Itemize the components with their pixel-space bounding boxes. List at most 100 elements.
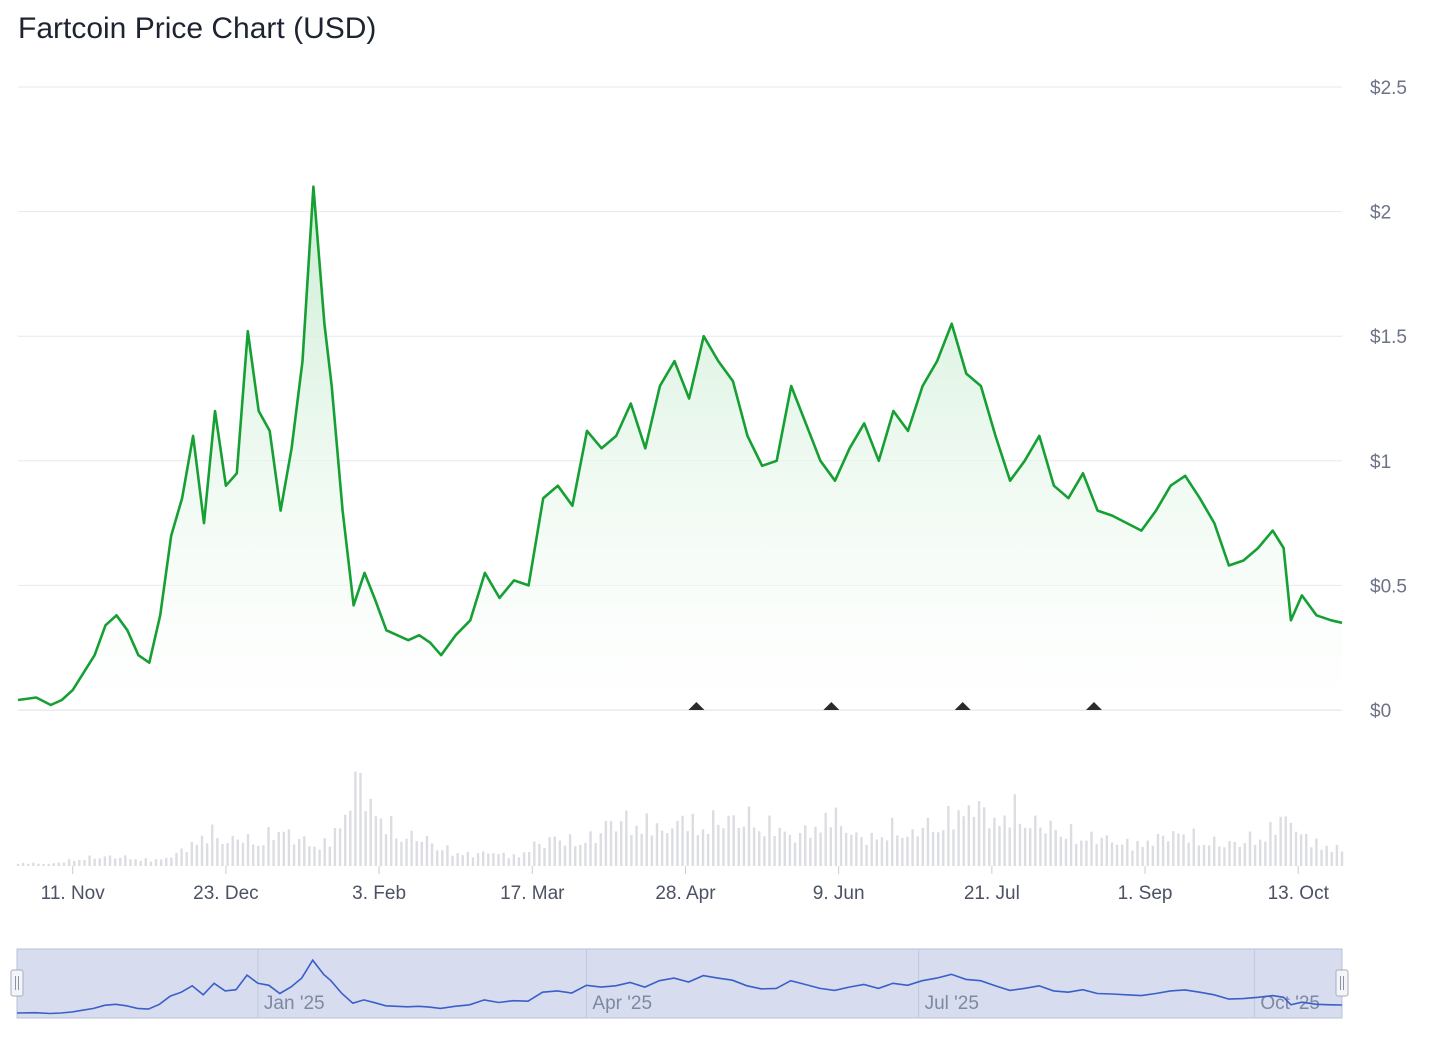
volume-bar (165, 857, 168, 866)
volume-bar (93, 858, 96, 866)
volume-bar (1161, 835, 1165, 866)
navigator-right-handle[interactable] (1335, 969, 1349, 997)
volume-bar (1141, 847, 1144, 866)
event-markers[interactable] (688, 702, 1102, 710)
volume-bar (860, 837, 863, 866)
volume-bar (430, 843, 434, 866)
volume-bar (517, 857, 521, 866)
volume-bar (98, 858, 101, 866)
volume-bar (272, 839, 275, 866)
volume-bar (231, 835, 234, 866)
volume-bar (1192, 828, 1195, 866)
volume-bar (400, 841, 403, 866)
y-tick-label: $0 (1370, 701, 1391, 722)
volume-bar (942, 830, 945, 866)
volume-bar (1090, 831, 1093, 866)
volume-bar (1008, 827, 1011, 866)
volume-bar (1202, 845, 1206, 866)
volume-bar (1238, 847, 1241, 866)
volume-bar (308, 846, 311, 866)
volume-bar (982, 807, 986, 866)
volume-bar (37, 863, 40, 866)
volume-bar (742, 826, 746, 866)
volume-bar (630, 835, 633, 866)
volume-bar (262, 845, 265, 866)
handle-grip (1335, 969, 1349, 997)
volume-bar (635, 825, 638, 866)
volume-bar (563, 845, 567, 866)
volume-bar (650, 835, 654, 866)
x-tick-label: 28. Apr (655, 883, 716, 904)
volume-bar (359, 772, 362, 866)
volume-bar (1279, 816, 1282, 866)
volume-bar (1115, 844, 1119, 866)
volume-bar (1110, 842, 1114, 866)
volume-bar (246, 834, 250, 866)
volume-bar (972, 816, 976, 866)
volume-bar (1034, 815, 1037, 866)
volume-bar (962, 816, 965, 866)
volume-bar (471, 857, 475, 866)
x-tick-label: 1. Sep (1118, 883, 1173, 904)
volume-bar (793, 842, 797, 866)
volume-bar (691, 813, 694, 866)
volume-bar (527, 851, 531, 866)
volume-bar (614, 831, 618, 866)
volume-bar (211, 824, 214, 866)
volume-bar (149, 861, 153, 866)
y-tick-label: $2.5 (1370, 78, 1407, 99)
volume-bar (1228, 841, 1231, 866)
volume-bar (451, 855, 454, 866)
range-navigator[interactable]: Jan '25 Apr '25 Jul '25 Oct '25 (10, 948, 1349, 1019)
volume-bar (998, 826, 1001, 866)
volume-bar (798, 833, 802, 866)
volume-bar (778, 827, 781, 866)
volume-bar (1105, 835, 1109, 866)
volume-bar (487, 853, 490, 866)
volume-bar (190, 842, 194, 866)
volume-bar (236, 839, 240, 866)
event-marker (954, 702, 971, 710)
volume-bar (154, 859, 158, 866)
volume-bar (1259, 839, 1262, 866)
volume-bar (921, 827, 925, 866)
volume-bar (1136, 840, 1139, 866)
volume-bar (870, 832, 873, 866)
volume-bar (936, 832, 940, 866)
volume-bar (1264, 841, 1267, 866)
volume-bar (568, 834, 572, 866)
volume-bar (599, 833, 602, 866)
volume-bar (655, 823, 659, 866)
volume-bar (1054, 829, 1057, 866)
navigator-label: Jul '25 (925, 993, 979, 1014)
navigator-left-handle[interactable] (10, 969, 24, 997)
volume-bar (1305, 833, 1308, 866)
volume-bar (241, 842, 245, 866)
y-tick-label: $2 (1370, 203, 1391, 224)
volume-bar (584, 842, 587, 866)
volume-bar (313, 846, 316, 866)
volume-bar (21, 862, 25, 866)
volume-bar (1120, 844, 1124, 866)
x-tick-label: 23. Dec (193, 883, 258, 904)
volume-bar (1156, 833, 1160, 866)
volume-bar (1243, 843, 1247, 866)
volume-bar (906, 836, 909, 866)
volume-bar (911, 829, 914, 866)
volume-bar (144, 858, 147, 866)
volume-bar (1294, 831, 1298, 866)
volume-bar (875, 839, 879, 866)
volume-bar (834, 807, 838, 866)
volume-bar (287, 829, 291, 866)
volume-bar (328, 846, 332, 866)
volume-bar (604, 821, 608, 866)
volume-bar (303, 836, 306, 866)
navigator-label: Apr '25 (592, 993, 652, 1014)
volume-bar (666, 833, 669, 866)
volume-bar (1274, 834, 1277, 866)
volume-bar (829, 827, 833, 866)
volume-bar (441, 850, 444, 866)
volume-bar (185, 852, 188, 866)
volume-bar (113, 858, 117, 866)
